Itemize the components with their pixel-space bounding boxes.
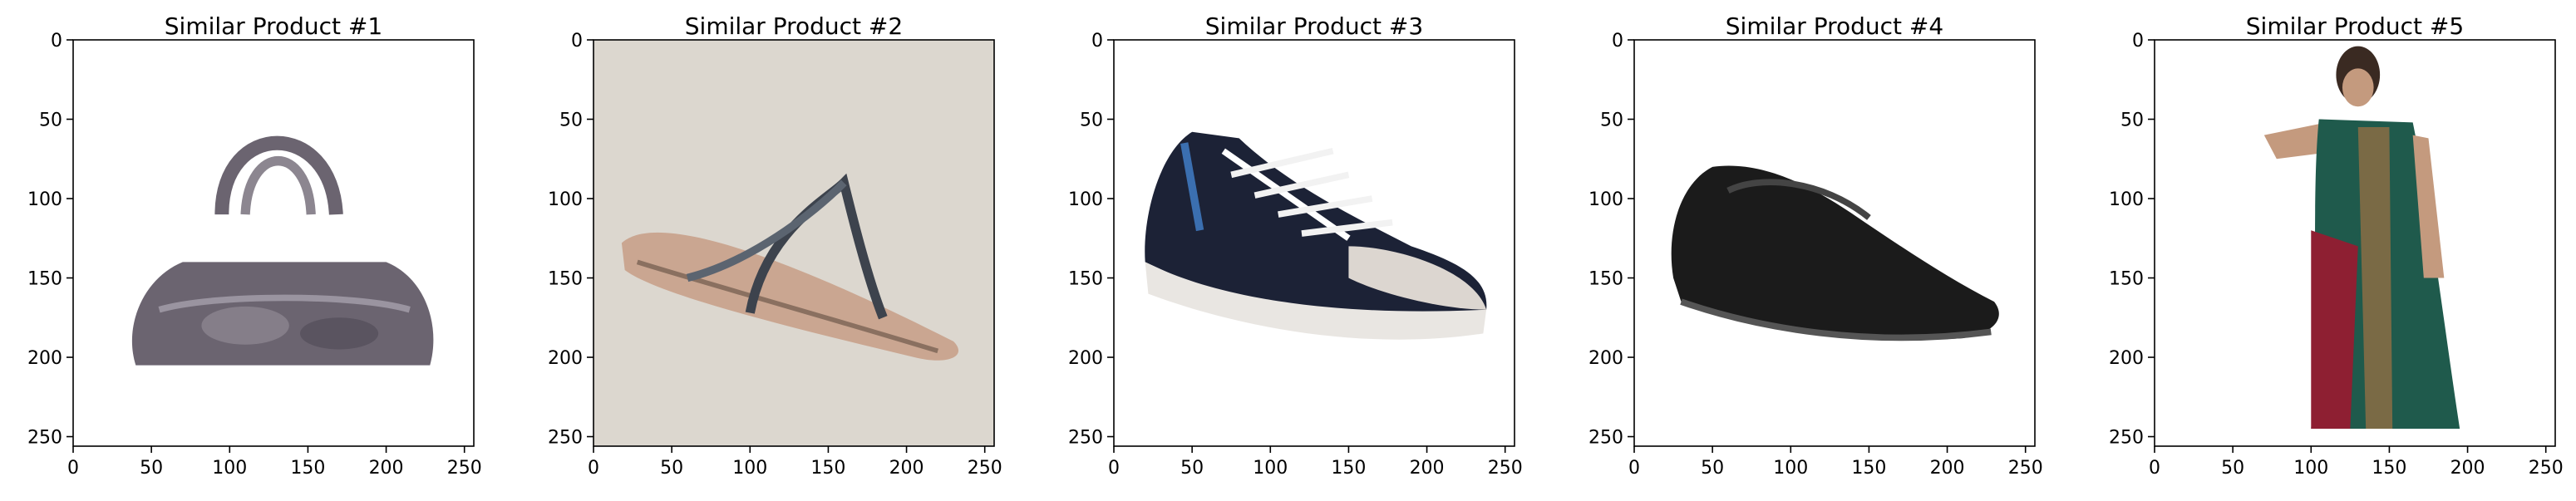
panel-title: Similar Product #3: [1205, 12, 1423, 40]
y-tick-label: 200: [27, 348, 62, 369]
y-tick-label: 0: [2132, 31, 2144, 52]
y-tick-label: 0: [571, 31, 583, 52]
panel-1: Similar Product #1 gray handbag 0 50 100 150 2…: [27, 12, 482, 479]
axes-frame: [2154, 39, 2556, 447]
panel-3: Similar Product #3 navy sneaker 0 50 100 150 2…: [1068, 12, 1523, 479]
x-tick-label: 50: [1180, 458, 1204, 479]
x-tick-label: 250: [1488, 458, 1523, 479]
x-tick-label: 100: [732, 458, 767, 479]
product-illustration: flip-flop sandal: [621, 173, 959, 361]
y-tick-label: 0: [51, 31, 62, 52]
y-tick-label: 150: [548, 269, 583, 290]
x-tick-label: 250: [2529, 458, 2564, 479]
y-tick-label: 250: [2109, 428, 2144, 449]
panel-title: Similar Product #2: [685, 12, 903, 40]
axes-frame: [1113, 39, 1515, 447]
x-tick-label: 150: [2372, 458, 2406, 479]
product-illustration: navy sneaker: [1145, 131, 1487, 340]
x-tick-label: 200: [2450, 458, 2485, 479]
axes-frame: [72, 39, 475, 447]
y-tick-label: 200: [2109, 348, 2144, 369]
x-tick-label: 200: [369, 458, 404, 479]
x-tick-label: 150: [810, 458, 845, 479]
y-tick-label: 50: [1600, 111, 1623, 131]
x-tick-label: 0: [67, 458, 79, 479]
y-tick-label: 100: [27, 189, 62, 210]
y-tick-label: 50: [1080, 111, 1103, 131]
x-tick-label: 200: [1410, 458, 1445, 479]
x-tick-label: 200: [889, 458, 924, 479]
x-tick-label: 50: [2221, 458, 2244, 479]
y-tick-label: 50: [39, 111, 62, 131]
y-tick-label: 250: [1588, 428, 1623, 449]
y-tick-label: 100: [1588, 189, 1623, 210]
x-tick-label: 100: [1773, 458, 1808, 479]
panel-title: Similar Product #4: [1726, 12, 1943, 40]
x-tick-label: 150: [1851, 458, 1886, 479]
y-tick-label: 150: [27, 269, 62, 290]
x-tick-label: 0: [588, 458, 599, 479]
y-tick-label: 200: [1588, 348, 1623, 369]
x-tick-label: 200: [1930, 458, 1965, 479]
x-tick-label: 50: [1701, 458, 1724, 479]
x-tick-label: 250: [447, 458, 482, 479]
panel-5: Similar Product #5 woman in saree 0 50 100 15…: [2109, 12, 2564, 479]
x-tick-label: 150: [1331, 458, 1366, 479]
y-tick-label: 0: [1091, 31, 1103, 52]
y-tick-label: 100: [2109, 189, 2144, 210]
y-tick-label: 50: [559, 111, 583, 131]
y-tick-label: 250: [27, 428, 62, 449]
x-tick-label: 50: [140, 458, 163, 479]
y-tick-label: 200: [548, 348, 583, 369]
panel-4: Similar Product #4 black leather shoe 0 50 1…: [1588, 12, 2043, 479]
x-tick-label: 100: [1253, 458, 1288, 479]
panel-2: Similar Product #2 flip-flop sandal 0 50 100…: [548, 12, 1002, 479]
y-tick-label: 150: [1588, 269, 1623, 290]
panel-title: Similar Product #5: [2246, 12, 2464, 40]
x-tick-label: 0: [1628, 458, 1640, 479]
x-tick-label: 250: [2008, 458, 2043, 479]
y-tick-label: 250: [1068, 428, 1103, 449]
product-image: [73, 40, 474, 446]
x-tick-label: 50: [660, 458, 683, 479]
product-illustration: gray handbag: [131, 135, 434, 366]
x-tick-label: 100: [212, 458, 247, 479]
x-tick-label: 0: [2149, 458, 2160, 479]
product-illustration: woman in saree: [2263, 46, 2460, 429]
x-tick-label: 150: [290, 458, 325, 479]
axes-frame: [1633, 39, 2036, 447]
y-tick-label: 200: [1068, 348, 1103, 369]
x-tick-label: 0: [1108, 458, 1120, 479]
y-tick-label: 50: [2120, 111, 2144, 131]
panel-title: Similar Product #1: [165, 12, 382, 40]
product-illustration: black leather shoe: [1671, 165, 1999, 341]
x-tick-label: 250: [968, 458, 1002, 479]
axes-frame: [593, 39, 995, 447]
y-tick-label: 150: [1068, 269, 1103, 290]
y-tick-label: 0: [1612, 31, 1623, 52]
y-tick-label: 100: [1068, 189, 1103, 210]
y-tick-label: 250: [548, 428, 583, 449]
y-tick-label: 100: [548, 189, 583, 210]
y-tick-label: 150: [2109, 269, 2144, 290]
x-tick-label: 100: [2293, 458, 2328, 479]
